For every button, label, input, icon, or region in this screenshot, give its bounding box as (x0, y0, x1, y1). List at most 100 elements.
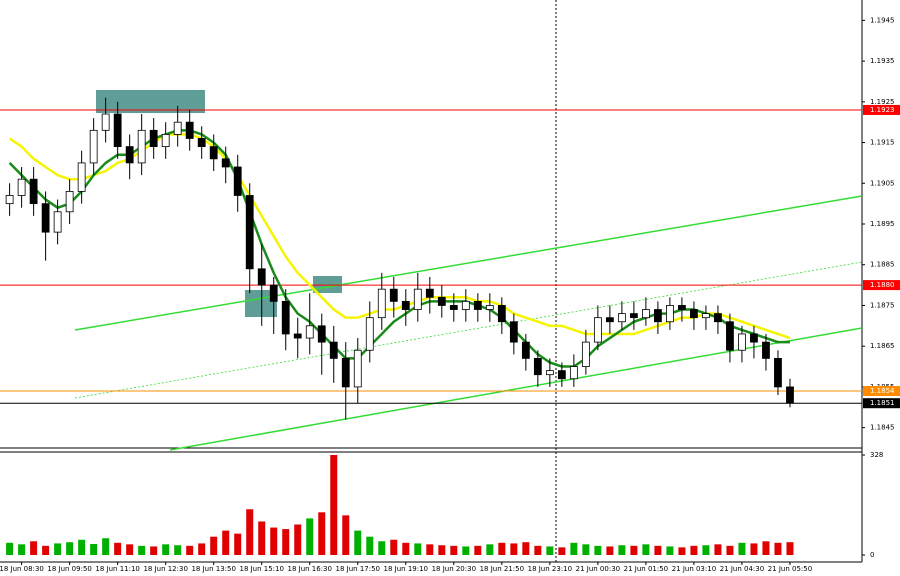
candle-body (29, 178, 38, 205)
candle-body (257, 268, 266, 286)
candle-body (726, 321, 734, 351)
candle-body (377, 288, 386, 319)
volume-bar (786, 542, 794, 555)
candle-body (629, 313, 638, 319)
y-tick-label: 1.1875 (870, 301, 895, 309)
candle-body (353, 349, 362, 388)
volume-bar (294, 524, 302, 555)
volume-bar (198, 543, 206, 555)
y-tick-label: 1.1865 (870, 342, 895, 350)
candle-body (473, 300, 482, 310)
candle-body (281, 300, 290, 335)
candle-body (509, 321, 518, 343)
candle-body (89, 129, 98, 164)
volume-bar (174, 545, 182, 555)
volume-bar (774, 542, 782, 555)
volume-bar (330, 455, 338, 555)
volume-bar (726, 545, 734, 555)
volume-bar (306, 518, 314, 555)
volume-bar (582, 544, 590, 555)
candle-body (233, 166, 242, 196)
candle-body (365, 317, 374, 351)
x-tick-label: 21 Jun 00:30 (576, 565, 620, 573)
candle-body (678, 305, 686, 310)
volume-bar (342, 515, 350, 555)
candle-body (209, 146, 218, 160)
volume-bar (750, 543, 758, 555)
volume-bar (66, 542, 74, 555)
volume-bar (498, 542, 506, 555)
level-label-box (863, 398, 900, 409)
volume-bar (546, 546, 554, 555)
candle-body (161, 133, 170, 148)
candle-body (497, 305, 506, 323)
candle-body (666, 305, 674, 323)
y-tick-label: 1.1945 (870, 16, 895, 24)
volume-bar (654, 545, 662, 555)
level-label-box (863, 104, 900, 115)
volume-bar (618, 545, 626, 555)
candle-body (173, 121, 182, 135)
candle-body (617, 313, 626, 323)
candle-body (221, 158, 230, 168)
candle-body (738, 333, 746, 351)
volume-bar (186, 545, 194, 555)
level-label-box (863, 280, 900, 291)
y-tick-label: 1.1915 (870, 139, 895, 147)
volume-bar (438, 545, 446, 555)
volume-bar (210, 536, 218, 555)
volume-bar (570, 542, 578, 555)
volume-bar (426, 544, 434, 555)
volume-bar (474, 545, 482, 555)
signal-box (313, 276, 342, 293)
x-tick-label: 18 Jun 16:30 (288, 565, 332, 573)
x-tick-label: 18 Jun 11:10 (95, 565, 139, 573)
candle-body (77, 162, 86, 192)
volume-bar (30, 541, 38, 555)
x-tick-label: 21 Jun 01:50 (624, 565, 668, 573)
candle-body (389, 288, 398, 302)
candle-body (137, 129, 146, 164)
candle-body (545, 370, 554, 376)
candle-body (113, 113, 122, 148)
volume-bar (762, 541, 770, 555)
candle-body (750, 333, 758, 343)
level-label: 1.1851 (870, 399, 895, 407)
candle-body (437, 296, 446, 306)
candle-body (125, 146, 134, 164)
volume-bar (594, 545, 602, 555)
candle-body (329, 341, 338, 359)
volume-bar (522, 542, 530, 555)
candle-body (774, 357, 782, 388)
volume-bar (102, 538, 110, 555)
candle-body (533, 357, 542, 376)
x-tick-label: 18 Jun 20:30 (432, 565, 476, 573)
x-tick-label: 21 Jun 05:50 (768, 565, 812, 573)
volume-bar (126, 544, 134, 555)
level-label: 1.1923 (870, 106, 895, 114)
volume-bar (606, 546, 614, 555)
volume-bar (162, 544, 170, 555)
level-label: 1.1854 (870, 387, 895, 395)
candle-body (53, 211, 62, 233)
volume-bar (462, 546, 470, 555)
candle-body (65, 191, 74, 213)
candle-body (101, 113, 110, 131)
volume-bar (558, 547, 566, 555)
volume-bar (18, 544, 26, 555)
candle-body (762, 341, 770, 359)
candle-body (714, 313, 722, 323)
candle-body (461, 300, 470, 310)
candle-body (341, 357, 350, 388)
volume-bar (450, 545, 458, 555)
candle-body (41, 203, 50, 233)
x-tick-label: 18 Jun 17:50 (336, 565, 380, 573)
volume-bar (246, 509, 254, 555)
volume-bar (138, 545, 146, 555)
candle-body (641, 309, 650, 319)
level-label-box (863, 385, 900, 396)
volume-bar (510, 543, 518, 555)
x-tick-label: 18 Jun 19:10 (384, 565, 428, 573)
y-tick-label: 1.1925 (870, 98, 895, 106)
